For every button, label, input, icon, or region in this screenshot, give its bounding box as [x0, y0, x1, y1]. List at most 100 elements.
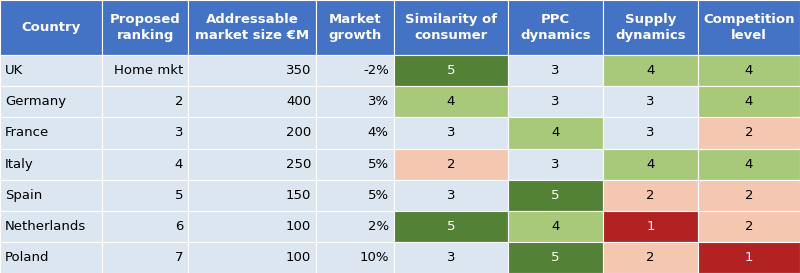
- Text: 3: 3: [551, 95, 560, 108]
- Bar: [603, 117, 698, 149]
- Bar: [188, 55, 316, 86]
- Text: 1: 1: [745, 251, 754, 264]
- Text: Addressable
market size €M: Addressable market size €M: [195, 13, 310, 42]
- Text: Netherlands: Netherlands: [5, 220, 86, 233]
- Bar: [316, 180, 394, 211]
- Text: 3: 3: [446, 126, 455, 140]
- Bar: [102, 55, 188, 86]
- Text: 10%: 10%: [359, 251, 389, 264]
- Text: 100: 100: [286, 251, 311, 264]
- Text: 3: 3: [174, 126, 183, 140]
- Bar: [508, 180, 603, 211]
- Text: 3: 3: [446, 189, 455, 202]
- Text: 2: 2: [174, 95, 183, 108]
- Bar: [603, 55, 698, 86]
- Text: 3%: 3%: [368, 95, 389, 108]
- Bar: [0, 149, 102, 180]
- Bar: [603, 180, 698, 211]
- Text: Country: Country: [22, 21, 81, 34]
- Bar: [394, 117, 508, 149]
- Bar: [102, 180, 188, 211]
- Text: 5%: 5%: [368, 189, 389, 202]
- Text: 400: 400: [286, 95, 311, 108]
- Bar: [698, 117, 800, 149]
- Text: Poland: Poland: [5, 251, 50, 264]
- Text: 150: 150: [286, 189, 311, 202]
- Bar: [603, 242, 698, 273]
- Bar: [508, 117, 603, 149]
- Bar: [102, 117, 188, 149]
- Bar: [508, 149, 603, 180]
- Text: 4: 4: [745, 158, 754, 171]
- Bar: [0, 0, 102, 55]
- Text: 4: 4: [646, 158, 654, 171]
- Text: Home mkt: Home mkt: [114, 64, 183, 77]
- Text: 2: 2: [745, 189, 754, 202]
- Bar: [0, 86, 102, 117]
- Text: Spain: Spain: [5, 189, 42, 202]
- Bar: [698, 0, 800, 55]
- Text: Germany: Germany: [5, 95, 66, 108]
- Text: 7: 7: [174, 251, 183, 264]
- Text: 4: 4: [174, 158, 183, 171]
- Text: 4: 4: [745, 95, 754, 108]
- Bar: [102, 86, 188, 117]
- Text: 100: 100: [286, 220, 311, 233]
- Bar: [394, 0, 508, 55]
- Bar: [102, 242, 188, 273]
- Text: PPC
dynamics: PPC dynamics: [520, 13, 591, 42]
- Bar: [316, 211, 394, 242]
- Bar: [698, 211, 800, 242]
- Bar: [0, 180, 102, 211]
- Text: 200: 200: [286, 126, 311, 140]
- Text: 2: 2: [745, 220, 754, 233]
- Text: 5: 5: [446, 220, 455, 233]
- Bar: [508, 242, 603, 273]
- Bar: [316, 0, 394, 55]
- Bar: [316, 86, 394, 117]
- Text: Competition
level: Competition level: [703, 13, 794, 42]
- Bar: [102, 0, 188, 55]
- Bar: [316, 117, 394, 149]
- Bar: [188, 180, 316, 211]
- Bar: [102, 149, 188, 180]
- Text: 3: 3: [551, 158, 560, 171]
- Bar: [316, 242, 394, 273]
- Text: 6: 6: [174, 220, 183, 233]
- Text: 250: 250: [286, 158, 311, 171]
- Bar: [508, 0, 603, 55]
- Text: 2%: 2%: [368, 220, 389, 233]
- Text: Market
growth: Market growth: [329, 13, 382, 42]
- Bar: [698, 149, 800, 180]
- Text: 4%: 4%: [368, 126, 389, 140]
- Bar: [394, 55, 508, 86]
- Text: 4: 4: [446, 95, 455, 108]
- Bar: [394, 242, 508, 273]
- Text: 5%: 5%: [368, 158, 389, 171]
- Text: 1: 1: [646, 220, 654, 233]
- Text: 3: 3: [551, 64, 560, 77]
- Bar: [698, 86, 800, 117]
- Bar: [188, 0, 316, 55]
- Bar: [603, 0, 698, 55]
- Bar: [508, 55, 603, 86]
- Text: 2: 2: [646, 251, 654, 264]
- Text: 2: 2: [446, 158, 455, 171]
- Bar: [603, 86, 698, 117]
- Bar: [188, 211, 316, 242]
- Bar: [698, 55, 800, 86]
- Bar: [394, 149, 508, 180]
- Text: 5: 5: [446, 64, 455, 77]
- Text: Supply
dynamics: Supply dynamics: [615, 13, 686, 42]
- Bar: [0, 117, 102, 149]
- Text: 5: 5: [174, 189, 183, 202]
- Text: Proposed
ranking: Proposed ranking: [110, 13, 181, 42]
- Bar: [188, 117, 316, 149]
- Text: 4: 4: [646, 64, 654, 77]
- Bar: [698, 180, 800, 211]
- Bar: [0, 242, 102, 273]
- Text: 3: 3: [646, 126, 654, 140]
- Bar: [603, 211, 698, 242]
- Text: Italy: Italy: [5, 158, 34, 171]
- Bar: [508, 86, 603, 117]
